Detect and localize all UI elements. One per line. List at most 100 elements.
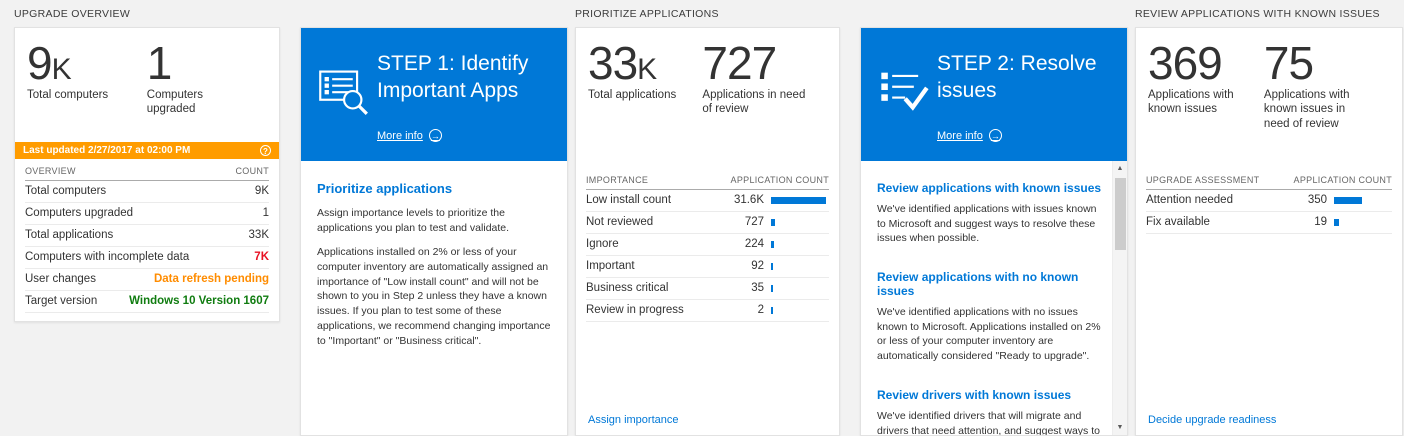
count-bar — [1334, 196, 1392, 204]
table-row[interactable]: Low install count 31.6K — [586, 190, 829, 212]
row-value: 2 — [757, 304, 764, 316]
stat-total-computers: 9K Total computers — [27, 40, 137, 142]
column-header: IMPORTANCE — [586, 175, 649, 185]
row-label: Computers with incomplete data — [25, 251, 190, 263]
table-row[interactable]: Important 92 — [586, 256, 829, 278]
row-label: Low install count — [586, 194, 672, 206]
review-known-issues-card: 369 Applications with known issues 75 Ap… — [1135, 27, 1403, 436]
section-header-prioritize-applications: PRIORITIZE APPLICATIONS — [575, 8, 719, 20]
stat-computers-upgraded: 1 Computers upgraded — [147, 40, 249, 142]
scrollbar[interactable]: ▲ ▼ — [1112, 161, 1127, 435]
arrow-right-icon: → — [428, 129, 442, 142]
row-value: 7K — [254, 251, 269, 263]
assign-importance-link[interactable]: Assign importance — [588, 414, 679, 426]
upgrade-assessment-table: UPGRADE ASSESSMENT APPLICATION COUNT Att… — [1136, 168, 1402, 234]
count-bar — [771, 240, 829, 248]
step1-more-info-link[interactable]: More info → — [377, 129, 442, 142]
table-row[interactable]: Fix available 19 — [1146, 212, 1392, 234]
stat-value: 1 — [146, 37, 173, 89]
stat-label: Applications with known issues in need o… — [1263, 88, 1350, 130]
arrow-right-icon: → — [988, 129, 1002, 142]
stat-apps-known-issues: 369 Applications with known issues — [1148, 40, 1258, 168]
table-header: OVERVIEW COUNT — [25, 159, 269, 181]
table-row[interactable]: Computers upgraded 1 — [25, 203, 269, 225]
row-value: 31.6K — [733, 194, 764, 206]
scroll-up-icon[interactable]: ▲ — [1116, 165, 1124, 172]
table-row[interactable]: Target version Windows 10 Version 1607 — [25, 291, 269, 313]
step1-body: Prioritize applications Assign importanc… — [301, 161, 567, 348]
stat-total-applications: 33K Total applications — [588, 40, 696, 168]
section-header-upgrade-overview: UPGRADE OVERVIEW — [14, 8, 131, 20]
review-no-known-issues-link[interactable]: Review applications with no known issues — [877, 270, 1079, 299]
table-row[interactable]: Total applications 33K — [25, 225, 269, 247]
row-value: 224 — [744, 238, 764, 250]
row-label: Total computers — [25, 185, 107, 197]
review-drivers-link[interactable]: Review drivers with known issues — [877, 387, 1072, 402]
review-item: Review applications with no known issues… — [877, 270, 1103, 364]
last-updated-text: Last updated 2/27/2017 at 02:00 PM — [23, 145, 191, 156]
row-label: Attention needed — [1146, 194, 1233, 206]
stat-value: 727 — [702, 37, 777, 89]
table-row[interactable]: Ignore 224 — [586, 234, 829, 256]
review-item: Review applications with known issues We… — [877, 181, 1103, 246]
row-label: Business critical — [586, 282, 669, 294]
row-value: Windows 10 Version 1607 — [129, 295, 269, 307]
overview-table: OVERVIEW COUNT Total computers 9K Comput… — [15, 159, 279, 313]
row-label: Not reviewed — [586, 216, 654, 228]
column-header: APPLICATION COUNT — [730, 175, 829, 185]
step1-tile[interactable]: STEP 1: Identify Important Apps More inf… — [301, 28, 567, 161]
stat-value: 369 — [1148, 37, 1223, 89]
overview-stats: 9K Total computers 1 Computers upgraded — [15, 28, 279, 142]
scroll-down-icon[interactable]: ▼ — [1116, 424, 1124, 431]
table-row[interactable]: User changes Data refresh pending — [25, 269, 269, 291]
more-info-label: More info — [377, 129, 423, 142]
prioritize-applications-link[interactable]: Prioritize applications — [317, 181, 453, 196]
table-header: IMPORTANCE APPLICATION COUNT — [586, 168, 829, 190]
stat-value: 33K — [588, 37, 657, 89]
last-updated-banner: Last updated 2/27/2017 at 02:00 PM ? — [15, 142, 279, 159]
step2-more-info-link[interactable]: More info → — [937, 129, 1002, 142]
step2-card: STEP 2: Resolve issues More info → Revie… — [860, 27, 1128, 436]
stat-label: Applications with known issues — [1148, 88, 1234, 116]
table-row[interactable]: Review in progress 2 — [586, 300, 829, 322]
identify-apps-icon — [317, 64, 369, 121]
decide-upgrade-readiness-link[interactable]: Decide upgrade readiness — [1148, 414, 1277, 426]
row-label: Important — [586, 260, 635, 272]
row-value: 35 — [751, 282, 764, 294]
table-row[interactable]: Total computers 9K — [25, 181, 269, 203]
upgrade-overview-card: 9K Total computers 1 Computers upgraded … — [14, 27, 280, 322]
step2-tile[interactable]: STEP 2: Resolve issues More info → — [861, 28, 1127, 161]
scrollbar-thumb[interactable] — [1115, 178, 1126, 250]
column-header: OVERVIEW — [25, 166, 76, 176]
table-row[interactable]: Business critical 35 — [586, 278, 829, 300]
help-icon[interactable]: ? — [260, 145, 271, 156]
step1-card: STEP 1: Identify Important Apps More inf… — [300, 27, 568, 436]
more-info-label: More info — [937, 129, 983, 142]
row-label: Computers upgraded — [25, 207, 134, 219]
review-item-text: We've identified applications with issue… — [877, 203, 1097, 245]
stat-label: Total applications — [588, 88, 677, 101]
importance-table: IMPORTANCE APPLICATION COUNT Low install… — [576, 168, 839, 322]
row-label: Total applications — [25, 229, 114, 241]
table-row[interactable]: Computers with incomplete data 7K — [25, 247, 269, 269]
row-value: 33K — [248, 229, 269, 241]
step2-body: Review applications with known issues We… — [861, 161, 1127, 436]
review-item: Review drivers with known issues We've i… — [877, 387, 1103, 436]
review-item-text: We've identified applications with no is… — [877, 306, 1101, 363]
stat-label: Total computers — [27, 88, 109, 101]
step1-paragraph: Applications installed on 2% or less of … — [317, 246, 551, 347]
row-value: 19 — [1314, 216, 1327, 228]
prioritize-stats: 33K Total applications 727 Applications … — [576, 28, 839, 168]
review-item-text: We've identified drivers that will migra… — [877, 409, 1100, 436]
table-header: UPGRADE ASSESSMENT APPLICATION COUNT — [1146, 168, 1392, 190]
stat-apps-need-review: 727 Applications in need of review — [702, 40, 809, 168]
review-known-issues-link[interactable]: Review applications with known issues — [877, 181, 1102, 195]
row-label: Ignore — [586, 238, 619, 250]
table-row[interactable]: Not reviewed 727 — [586, 212, 829, 234]
stat-label: Computers upgraded — [146, 88, 204, 116]
row-value: 727 — [744, 216, 764, 228]
stat-label: Applications in need of review — [702, 88, 806, 116]
table-row[interactable]: Attention needed 350 — [1146, 190, 1392, 212]
row-label: User changes — [25, 273, 96, 285]
review-stats: 369 Applications with known issues 75 Ap… — [1136, 28, 1402, 168]
